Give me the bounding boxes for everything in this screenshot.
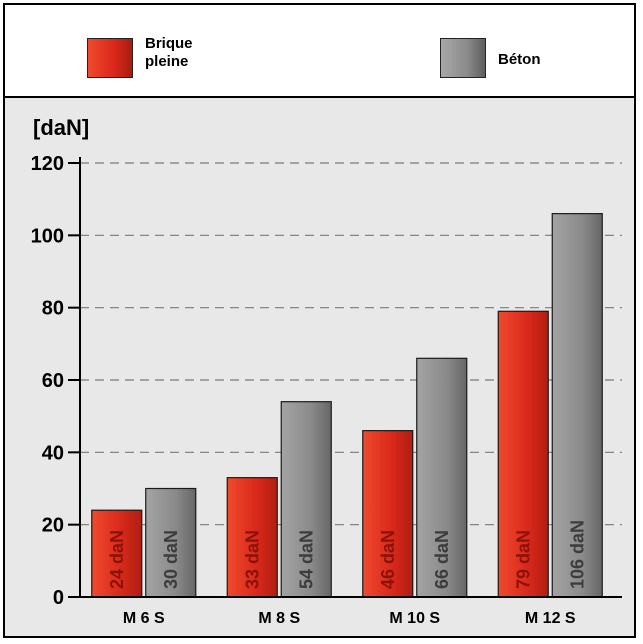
x-category-label: M 10 S [389, 610, 440, 627]
x-category-label: M 8 S [258, 610, 300, 627]
bar [497, 310, 549, 598]
legend-label-beton: Béton [498, 51, 541, 68]
legend-swatch-beton [440, 38, 486, 78]
bar [91, 509, 143, 598]
bar [280, 401, 332, 598]
bar-value-label: 30 daN [161, 530, 181, 589]
bar [551, 213, 603, 598]
bar-value-label: 24 daN [107, 530, 127, 589]
bar-value-label: 46 daN [378, 530, 398, 589]
y-tick-label: 120 [31, 153, 64, 175]
y-tick-label: 0 [53, 587, 64, 609]
legend-label-brique-line2: pleine [145, 53, 189, 70]
y-tick-label: 80 [42, 298, 64, 320]
bar-value-label: 33 daN [242, 530, 262, 589]
bar-value-label: 66 daN [432, 530, 452, 589]
legend-label-brique: Brique pleine [145, 35, 193, 71]
x-category-label: M 12 S [525, 610, 576, 627]
legend: Brique pleine Béton [5, 5, 634, 98]
y-unit-label: [daN] [33, 115, 90, 140]
y-tick-label: 60 [42, 370, 64, 392]
y-tick-label: 40 [42, 442, 64, 464]
bar-value-label: 54 daN [296, 530, 316, 589]
y-tick-label: 100 [31, 225, 64, 247]
bar [226, 477, 278, 598]
bar-value-label: 79 daN [513, 530, 533, 589]
legend-swatch-brique [87, 38, 133, 78]
x-category-label: M 6 S [123, 610, 165, 627]
axes: 0 20 40 60 80 100 120 M 6 S M 8 S M 10 S M 12 S [31, 153, 622, 627]
bar-value-label: 106 daN [567, 520, 587, 589]
legend-label-brique-line1: Brique [145, 35, 193, 52]
y-tick-label: 20 [42, 515, 64, 537]
bar [362, 430, 414, 598]
bars: 24 daN 30 daN 33 daN 54 daN 46 daN 66 daN 79 d… [91, 213, 603, 598]
